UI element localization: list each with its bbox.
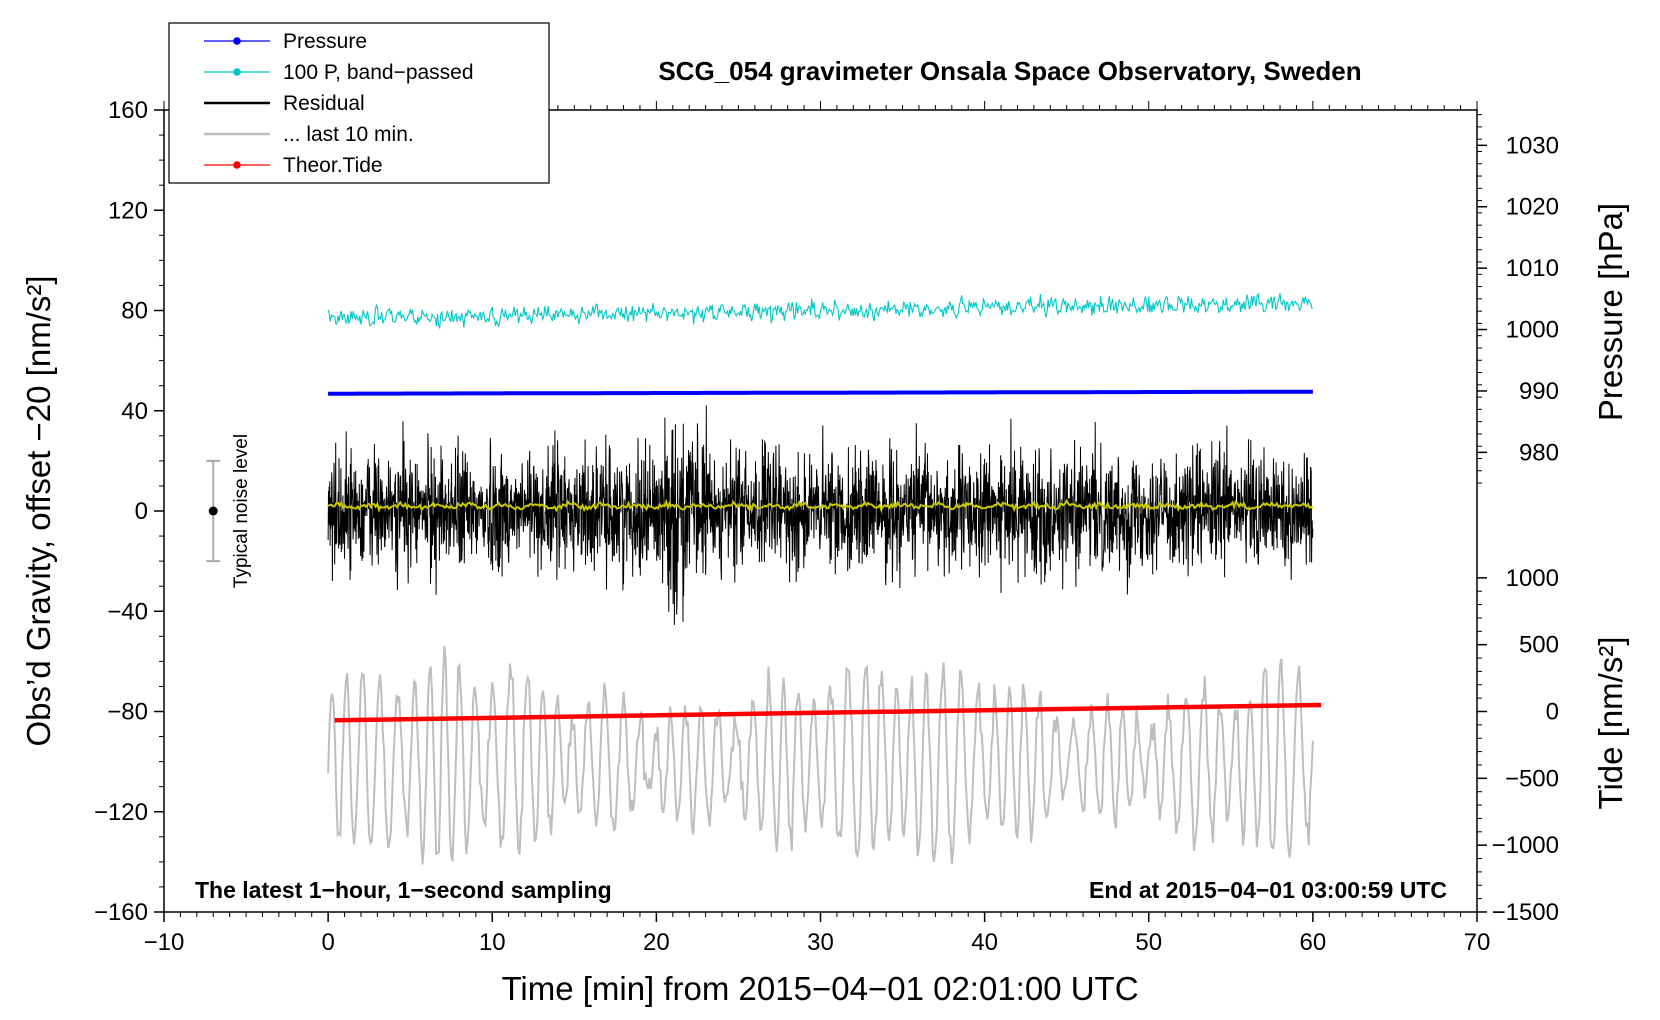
y-tick-label: −120 [94,799,148,826]
x-tick-label: 20 [643,929,670,956]
legend-lines [204,37,270,169]
legend-swatch-marker [233,161,241,169]
end-time-note: End at 2015−04−01 03:00:59 UTC [1089,877,1447,903]
y-axis-title-pressure: Pressure [hPa] [1592,203,1629,421]
x-tick-label: −10 [144,929,185,956]
chart-title: SCG_054 gravimeter Onsala Space Observat… [658,56,1361,86]
x-tick-label: 30 [807,929,834,956]
y-tick-label: −40 [107,598,148,625]
x-tick-label: 10 [479,929,506,956]
legend-label-last10: ... last 10 min. [283,123,414,146]
y-tick-label: 40 [121,398,148,425]
y-tick-label: 0 [135,498,148,525]
y-axis-title-tide: Tide [nm/s²] [1592,637,1629,810]
tide-tick-label: 1000 [1506,565,1559,592]
legend-swatch-marker [233,68,241,76]
pressure-tick-label: 990 [1519,378,1559,405]
theoretical-tide-line [334,702,1322,723]
tide-tick-label: 0 [1546,699,1559,726]
x-tick-label: 50 [1135,929,1162,956]
tide-tick-label: 500 [1519,632,1559,659]
pressure-line [328,389,1313,396]
bandpassed-pressure-line [327,292,1314,330]
last-10-min-line [327,645,1314,865]
y-tick-label: 160 [108,97,148,124]
minor-ticks [159,101,1482,917]
x-axis-title: Time [min] from 2015−04−01 02:01:00 UTC [501,970,1138,1007]
legend-label-pressure: Pressure [283,30,367,53]
noise-level-indicator [206,459,221,563]
y-tick-label: −80 [107,699,148,726]
y-tick-label: −160 [94,899,148,926]
tick-layer: −10 0 10 20 30 40 50 60 70−160−120−80−4004080120… [94,97,1559,956]
y-tick-label: 80 [121,298,148,325]
y-tick-label: 120 [108,197,148,224]
x-tick-label: 40 [971,929,998,956]
sampling-note: The latest 1−hour, 1−second sampling [195,877,612,903]
noise-level-label: Typical noise level [231,434,252,588]
legend-swatch-marker [233,37,241,45]
tide-tick-label: −1000 [1492,832,1559,859]
pressure-tick-label: 1020 [1506,194,1559,221]
residual-line [327,405,1314,625]
residual-smoothed-line [327,498,1314,514]
x-tick-label: 0 [321,929,334,956]
legend-label-tide: Theor.Tide [283,154,383,177]
pressure-tick-label: 1000 [1506,317,1559,344]
x-tick-label: 70 [1464,929,1491,956]
legend-label-bandpassed: 100 P, band−passed [283,61,474,84]
legend-label-residual: Residual [283,92,365,115]
tide-tick-label: −1500 [1492,899,1559,926]
pressure-tick-label: 1010 [1506,255,1559,282]
pressure-tick-label: 1030 [1506,132,1559,159]
pressure-tick-label: 980 [1519,439,1559,466]
noise-bar-dot [208,506,218,516]
legend: Pressure 100 P, band−passed Residual ...… [168,22,550,184]
tide-tick-label: −500 [1505,765,1559,792]
y-axis-title-left: Obs’d Gravity, offset −20 [nm/s²] [20,275,57,746]
series-layer [327,292,1322,865]
x-tick-label: 60 [1300,929,1327,956]
